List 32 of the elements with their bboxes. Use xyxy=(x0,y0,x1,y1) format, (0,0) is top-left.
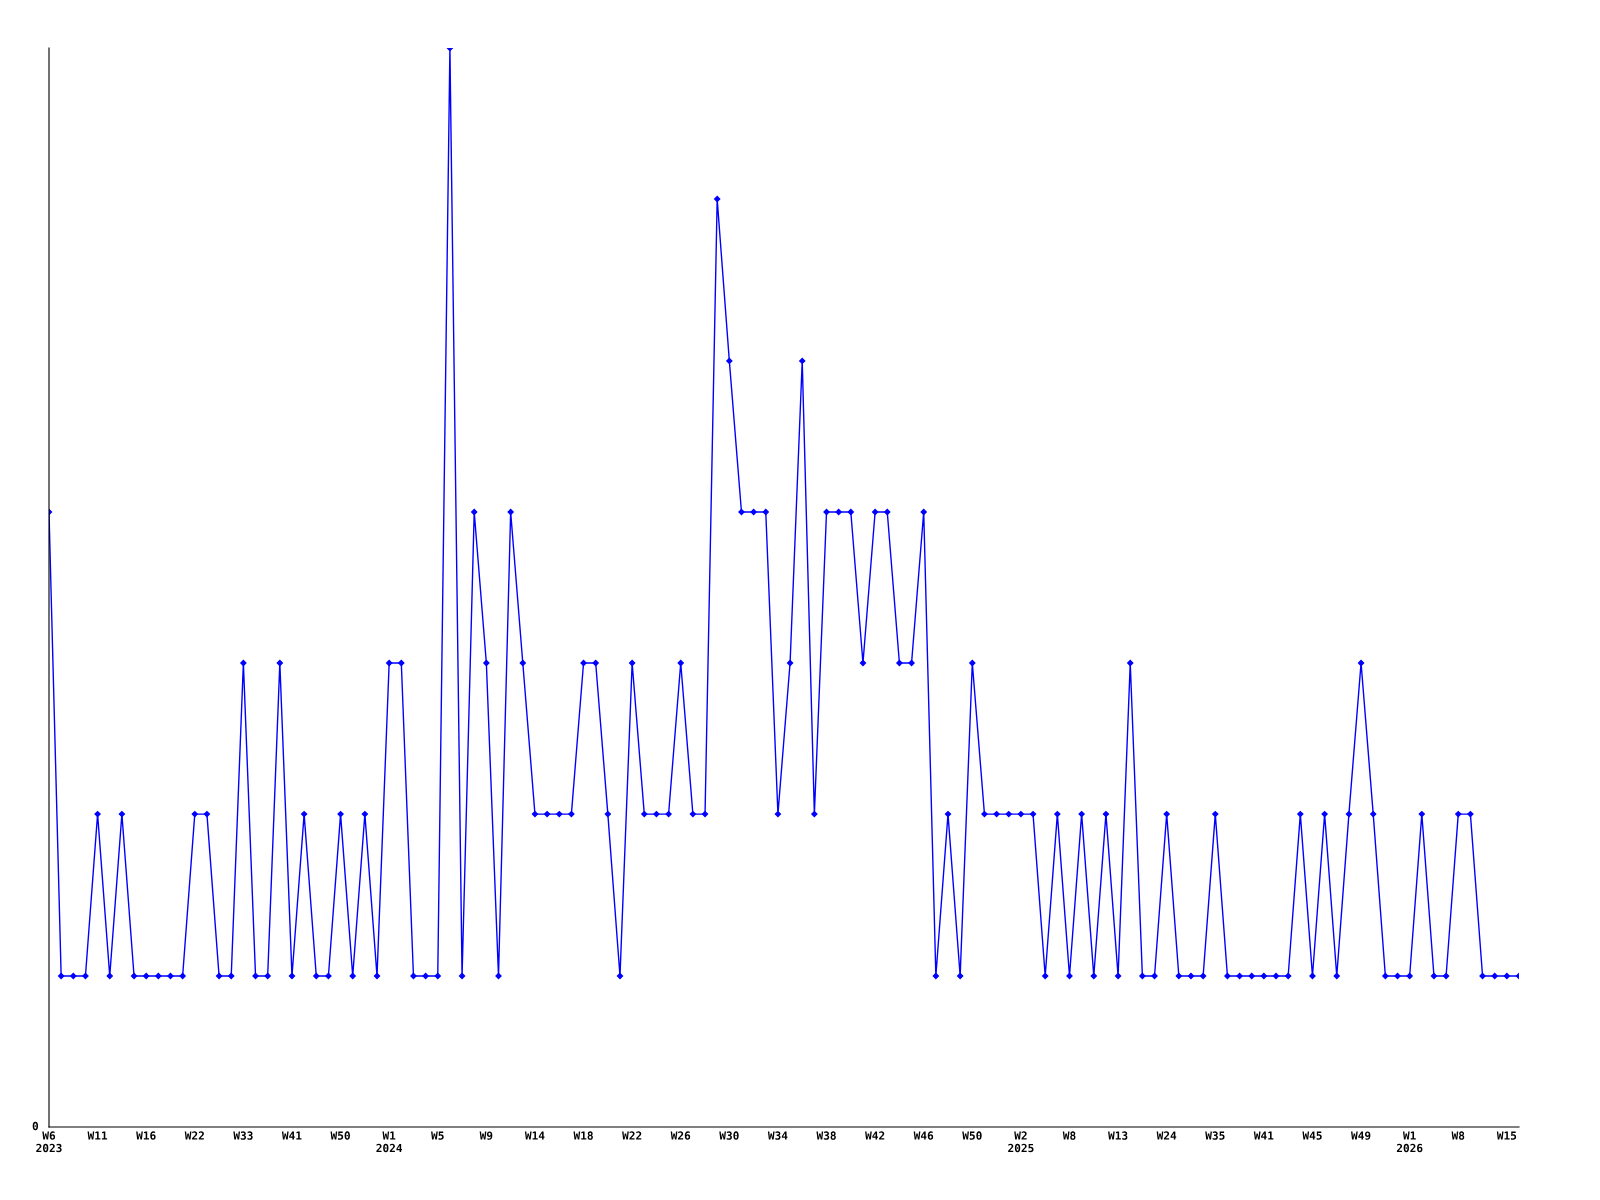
x-tick-label: W14 xyxy=(524,1131,545,1140)
x-tick-label: W22 xyxy=(622,1131,642,1140)
x-tick-label: W30 xyxy=(719,1131,739,1140)
x-tick-label: W45 xyxy=(1302,1131,1322,1140)
x-tick-label: W34 xyxy=(767,1131,788,1140)
x-tick-label: W8 xyxy=(1451,1131,1465,1140)
text: 0 xyxy=(32,1121,39,1131)
x-tick-label: W5 xyxy=(431,1131,444,1140)
x-tick-label: W13 xyxy=(1108,1131,1128,1140)
x-tick-label: W2 2025 xyxy=(1008,1131,1034,1153)
x-tick-label: W18 xyxy=(573,1131,593,1140)
x-tick-label: W41 xyxy=(281,1131,302,1140)
x-tick-label: W15 xyxy=(1496,1131,1517,1140)
x-tick-label: W46 xyxy=(913,1131,934,1140)
x-tick-label: W11 xyxy=(87,1131,108,1140)
x-tick-label: W33 xyxy=(233,1131,253,1140)
x-tick-label: W9 xyxy=(479,1131,493,1140)
x-tick-label: W1 2024 xyxy=(376,1131,403,1153)
x-tick-label: W50 xyxy=(962,1131,982,1140)
x-tick-label: W42 xyxy=(865,1131,885,1140)
x-tick-label: W1 2026 xyxy=(1396,1131,1423,1153)
x-tick-label: W24 xyxy=(1156,1131,1177,1140)
x-tick-label: W41 xyxy=(1253,1131,1274,1140)
x-tick-label: W16 xyxy=(136,1131,156,1140)
x-tick-label: W6 2023 xyxy=(36,1131,62,1153)
x-tick-label: W8 xyxy=(1062,1131,1076,1140)
x-tick-label: W38 xyxy=(816,1131,836,1140)
x-tick-label: W49 xyxy=(1351,1131,1371,1140)
x-tick-label: W22 xyxy=(184,1131,204,1140)
x-tick-label: W26 xyxy=(670,1131,691,1140)
x-tick-label: W50 xyxy=(330,1131,350,1140)
x-tick-label: W35 xyxy=(1205,1131,1225,1140)
